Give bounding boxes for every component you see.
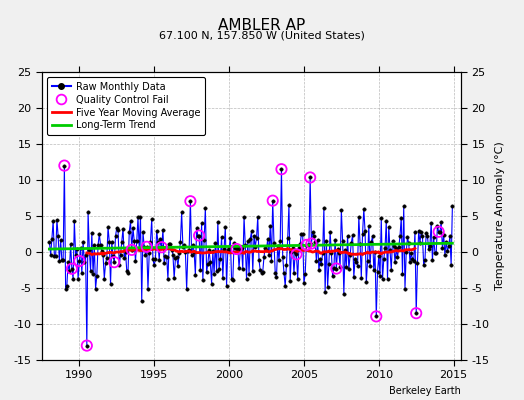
Point <box>232 246 241 252</box>
Point <box>143 244 151 250</box>
Point <box>75 258 83 264</box>
Point <box>158 244 166 250</box>
Point <box>60 162 69 169</box>
Point <box>83 342 91 349</box>
Point <box>372 313 380 320</box>
Point <box>110 259 118 265</box>
Text: Berkeley Earth: Berkeley Earth <box>389 386 461 396</box>
Point <box>412 310 420 316</box>
Point <box>306 174 314 181</box>
Point <box>68 266 76 272</box>
Legend: Raw Monthly Data, Quality Control Fail, Five Year Moving Average, Long-Term Tren: Raw Monthly Data, Quality Control Fail, … <box>47 77 205 135</box>
Point <box>332 265 341 272</box>
Text: AMBLER AP: AMBLER AP <box>219 18 305 33</box>
Point <box>268 198 277 204</box>
Y-axis label: Temperature Anomaly (°C): Temperature Anomaly (°C) <box>495 142 505 290</box>
Point <box>195 232 203 239</box>
Text: 67.100 N, 157.850 W (United States): 67.100 N, 157.850 W (United States) <box>159 30 365 40</box>
Point <box>127 247 136 253</box>
Point <box>307 240 315 247</box>
Point <box>292 251 301 258</box>
Point <box>186 198 194 204</box>
Point <box>277 166 286 172</box>
Point <box>434 228 443 235</box>
Point <box>302 242 311 248</box>
